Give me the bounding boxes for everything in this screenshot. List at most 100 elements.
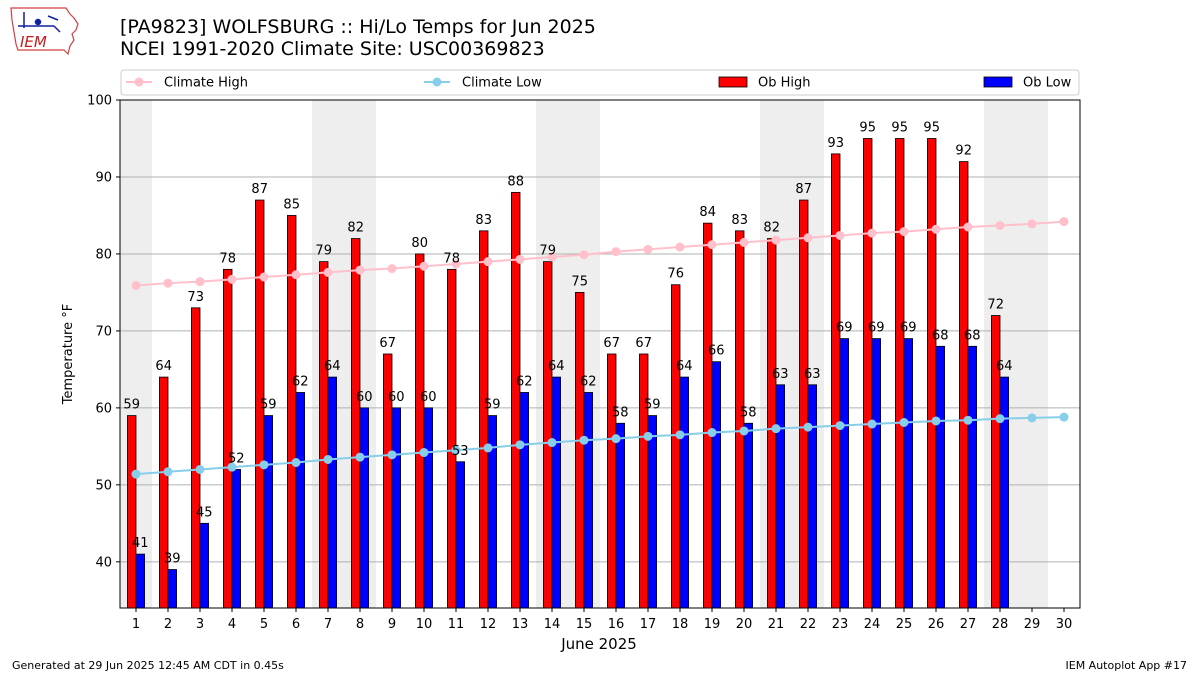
- ob-low-label-day-11: 53: [452, 444, 469, 459]
- ob-low-label-day-5: 59: [260, 398, 277, 413]
- ob-high-label-day-8: 82: [347, 221, 364, 236]
- climate-low-point-day-26: [931, 416, 941, 426]
- legend: Climate High Climate Low Ob High Ob Low: [120, 69, 1080, 96]
- climate-high-point-day-1: [131, 280, 141, 290]
- ob-high-bar-day-16: [607, 353, 617, 609]
- ob-high-bar-day-17: [639, 353, 649, 609]
- x-tick-label-19: 19: [704, 617, 721, 632]
- ob-low-bar-day-11: [455, 461, 466, 609]
- y-tick-label-90: 90: [95, 170, 112, 185]
- ob-high-label-day-2: 64: [155, 359, 172, 374]
- ob-low-bar-day-8: [359, 407, 370, 609]
- ob-low-bar-day-1: [135, 553, 146, 609]
- logo-text: IEM: [20, 33, 47, 51]
- climate-low-point-day-15: [579, 435, 589, 445]
- y-axis-label: Temperature °F: [61, 304, 76, 405]
- climate-high-point-day-6: [291, 270, 301, 280]
- ob-high-bar-day-14: [543, 261, 553, 609]
- ob-low-label-day-13: 62: [516, 374, 533, 389]
- ob-low-bar-day-15: [583, 392, 594, 609]
- ob-high-label-day-27: 92: [955, 144, 972, 159]
- climate-low-point-day-1: [131, 469, 141, 479]
- climate-high-point-day-17: [643, 244, 653, 254]
- ob-low-bar-day-23: [839, 338, 850, 609]
- y-tick-label-80: 80: [95, 247, 112, 262]
- y-tick-label-70: 70: [95, 324, 112, 339]
- ob-low-bar-day-18: [679, 376, 690, 609]
- x-tick-label-8: 8: [356, 617, 364, 632]
- climate-high-point-day-26: [931, 224, 941, 234]
- climate-low-point-day-22: [803, 422, 813, 432]
- climate-high-point-day-25: [899, 227, 909, 237]
- ob-high-label-day-11: 78: [443, 251, 460, 266]
- ob-high-bar-day-21: [767, 238, 777, 609]
- climate-high-point-day-29: [1027, 219, 1037, 229]
- ob-low-bar-day-22: [807, 384, 818, 609]
- ob-high-label-day-16: 67: [603, 336, 620, 351]
- legend-climate-high-swatch-marker: [134, 77, 144, 87]
- ob-high-label-day-15: 75: [571, 274, 588, 289]
- y-tick-label-50: 50: [95, 478, 112, 493]
- ob-low-bar-day-13: [519, 392, 530, 609]
- climate-low-point-day-11: [451, 445, 461, 455]
- x-tick-label-27: 27: [960, 617, 977, 632]
- x-tick-label-25: 25: [896, 617, 913, 632]
- ob-high-label-day-7: 79: [315, 244, 332, 259]
- ob-low-bar-day-2: [167, 569, 178, 609]
- ob-high-bar-day-13: [510, 191, 521, 609]
- ob-high-bar-day-24: [863, 138, 873, 609]
- climate-high-point-day-5: [259, 272, 269, 282]
- climate-high-point-day-3: [195, 277, 205, 287]
- climate-high-point-day-8: [355, 265, 365, 275]
- ob-low-label-day-25: 69: [900, 321, 917, 336]
- ob-low-label-day-9: 60: [388, 390, 405, 405]
- ob-low-bar-day-5: [263, 415, 274, 609]
- climate-high-point-day-10: [419, 261, 429, 271]
- climate-low-point-day-3: [195, 464, 205, 474]
- legend-climate-high-label: Climate High: [164, 76, 248, 91]
- title-line-2: NCEI 1991-2020 Climate Site: USC00369823: [120, 38, 545, 60]
- ob-low-label-day-6: 62: [292, 374, 309, 389]
- ob-high-bar-day-2: [158, 376, 169, 609]
- climate-high-point-day-4: [227, 274, 237, 284]
- ob-high-label-day-12: 83: [475, 213, 492, 228]
- ob-high-bar-day-3: [190, 307, 201, 609]
- x-tick-label-5: 5: [260, 617, 268, 632]
- ob-high-label-day-13: 88: [507, 174, 524, 189]
- ob-high-label-day-5: 87: [251, 182, 268, 197]
- x-tick-label-16: 16: [608, 617, 625, 632]
- legend-ob-high-swatch: [718, 76, 748, 88]
- ob-low-bar-day-4: [231, 469, 242, 609]
- climate-high-point-day-21: [771, 235, 781, 245]
- ob-low-bar-day-24: [871, 338, 882, 609]
- ob-high-bar-day-8: [350, 238, 361, 609]
- ob-high-bar-day-10: [414, 253, 425, 609]
- x-tick-label-12: 12: [480, 617, 497, 632]
- climate-high-point-day-14: [547, 252, 557, 262]
- climate-high-point-day-13: [515, 254, 525, 264]
- weekend-shade-day-29: [1016, 100, 1048, 608]
- y-tick-label-100: 100: [87, 94, 112, 109]
- ob-low-label-day-21: 63: [772, 367, 789, 382]
- ob-high-label-day-17: 67: [635, 336, 652, 351]
- ob-high-bar-day-12: [478, 230, 489, 609]
- ob-low-label-day-14: 64: [548, 359, 565, 374]
- climate-high-point-day-16: [611, 247, 621, 257]
- ob-high-label-day-22: 87: [795, 182, 812, 197]
- ob-high-bar-day-18: [671, 284, 681, 609]
- climate-low-point-day-21: [771, 424, 781, 434]
- climate-high-line: [135, 220, 1065, 287]
- ob-high-bar-day-7: [318, 261, 329, 609]
- generated-note: Generated at 29 Jun 2025 12:45 AM CDT in…: [12, 659, 284, 672]
- climate-low-point-day-7: [323, 454, 333, 464]
- ob-low-label-day-19: 66: [708, 344, 725, 359]
- climate-low-point-day-28: [995, 414, 1005, 424]
- x-tick-label-3: 3: [196, 617, 204, 632]
- ob-high-bar-day-23: [831, 153, 841, 609]
- climate-high-point-day-30: [1059, 217, 1069, 227]
- climate-low-point-day-8: [355, 452, 365, 462]
- ob-high-bar-day-22: [799, 199, 809, 609]
- legend-climate-low-swatch-marker: [432, 77, 442, 87]
- legend-ob-low-swatch: [983, 76, 1013, 88]
